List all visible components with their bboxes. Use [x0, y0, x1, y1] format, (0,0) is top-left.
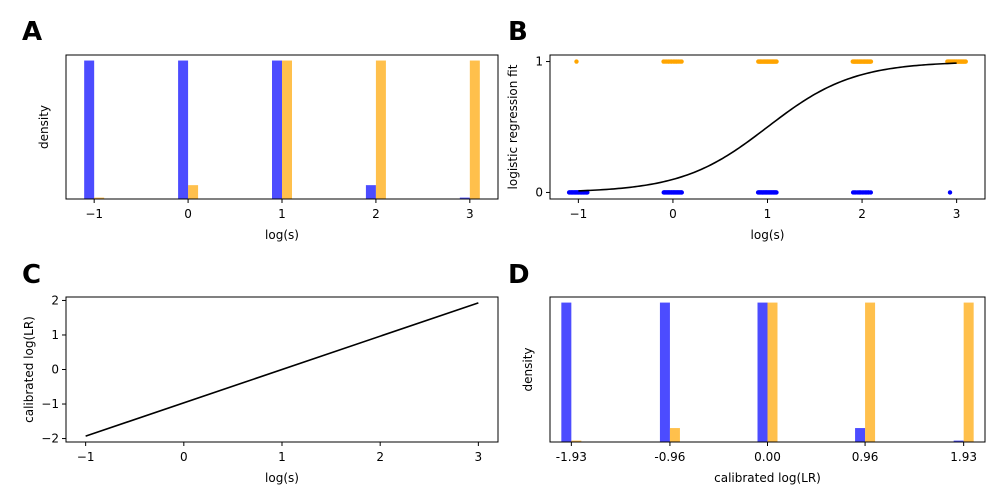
x-tick-label-1: -0.96 — [654, 450, 685, 464]
bar-orange-1 — [669, 428, 680, 442]
x-axis-label: log(s) — [265, 228, 299, 242]
bar-orange-0 — [571, 440, 582, 442]
x-tick-label-3: 2 — [376, 450, 384, 464]
x-tick-label-1: 0 — [184, 207, 192, 221]
x-tick-label-0: −1 — [570, 207, 588, 221]
x-tick-label-1: 0 — [669, 207, 677, 221]
y-tick-label-3: 1 — [51, 328, 59, 342]
panel-label-d: D — [508, 260, 530, 290]
x-tick-label-4: 3 — [475, 450, 483, 464]
panel-label-a: A — [22, 17, 42, 47]
line-series-0 — [85, 302, 479, 437]
x-tick-label-2: 1 — [278, 207, 286, 221]
point-orange-2-29 — [774, 59, 779, 64]
x-tick-label-4: 1.93 — [950, 450, 977, 464]
bar-orange-4 — [469, 60, 480, 199]
plot-marks — [561, 302, 974, 442]
bar-blue-3 — [855, 428, 866, 442]
bar-orange-2 — [767, 302, 778, 442]
x-tick-label-0: −1 — [85, 207, 103, 221]
x-axis-label: calibrated log(LR) — [714, 471, 821, 485]
bar-orange-1 — [188, 185, 199, 199]
y-axis-label: density — [521, 348, 535, 392]
panel-b: B −1 0 1 2 3 0 1 log(s) logistic regression fit — [506, 17, 986, 242]
x-tick-label-3: 0.96 — [852, 450, 879, 464]
point-orange-3-29 — [868, 59, 874, 64]
panel-label-c: C — [22, 260, 41, 290]
y-tick-label-4: 2 — [51, 293, 59, 307]
x-axis-label: log(s) — [751, 228, 785, 242]
y-axis-label: logistic regression fit — [506, 64, 520, 189]
x-tick-label-0: −1 — [77, 450, 95, 464]
x-tick-label-1: 0 — [180, 450, 188, 464]
y-tick-label-2: 0 — [51, 363, 59, 377]
point-blue-1-29 — [679, 190, 684, 195]
bar-orange-3 — [865, 302, 876, 442]
x-tick-label-2: 1 — [764, 207, 772, 221]
bar-orange-4 — [963, 302, 974, 442]
bar-blue-1 — [178, 60, 189, 199]
y-tick-label-1: 1 — [535, 55, 543, 69]
panel-c: C −1 0 1 2 3 −2 −1 0 1 2 log(s) calibrated log(LR) — [22, 260, 499, 485]
point-orange-4-29 — [963, 59, 968, 64]
x-tick-label-4: 3 — [466, 207, 474, 221]
plot-marks — [84, 60, 480, 199]
logistic-curve — [578, 62, 957, 192]
point-orange-1-13 — [679, 59, 684, 64]
y-tick-label-0: 0 — [535, 185, 543, 199]
plot-marks — [566, 59, 968, 195]
bar-orange-0 — [94, 197, 105, 199]
bar-blue-4 — [953, 440, 964, 442]
plot-marks — [85, 302, 479, 437]
x-axis-label: log(s) — [265, 471, 299, 485]
x-tick-label-4: 3 — [953, 207, 961, 221]
bar-blue-1 — [659, 302, 670, 442]
bar-blue-2 — [757, 302, 768, 442]
y-axis-label: density — [37, 105, 51, 149]
x-tick-label-0: -1.93 — [556, 450, 587, 464]
x-tick-label-2: 1 — [278, 450, 286, 464]
point-blue-3-13 — [868, 190, 873, 195]
y-tick-label-0: −2 — [41, 432, 59, 446]
panel-label-b: B — [508, 17, 528, 47]
bar-blue-0 — [84, 60, 95, 199]
bar-blue-0 — [561, 302, 572, 442]
y-axis-label: calibrated log(LR) — [22, 316, 36, 423]
bar-blue-3 — [365, 185, 376, 199]
x-tick-label-2: 0.00 — [754, 450, 781, 464]
bar-orange-3 — [375, 60, 386, 199]
point-blue-4-0 — [947, 190, 953, 195]
panel-a: A −1 0 1 2 3 log(s) density — [22, 17, 499, 242]
bar-orange-2 — [282, 60, 292, 199]
point-orange-0-0 — [574, 59, 579, 64]
x-tick-label-3: 2 — [372, 207, 380, 221]
bar-blue-4 — [459, 197, 470, 199]
bar-blue-2 — [272, 60, 282, 199]
x-tick-label-3: 2 — [858, 207, 866, 221]
panel-d: D -1.93 -0.96 0.00 0.96 1.93 calibrated log(LR… — [508, 260, 986, 485]
y-tick-label-1: −1 — [41, 397, 59, 411]
point-blue-2-29 — [774, 190, 779, 195]
